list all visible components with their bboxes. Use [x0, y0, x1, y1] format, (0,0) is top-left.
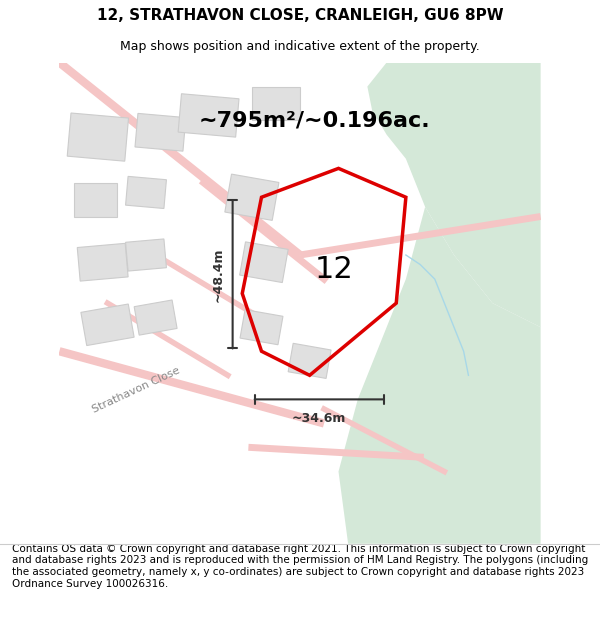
Text: Contains OS data © Crown copyright and database right 2021. This information is : Contains OS data © Crown copyright and d…: [12, 544, 588, 589]
Text: ~48.4m: ~48.4m: [212, 247, 224, 301]
Polygon shape: [81, 304, 134, 346]
Text: 12: 12: [314, 255, 353, 284]
Polygon shape: [240, 309, 283, 345]
Polygon shape: [134, 300, 177, 335]
Polygon shape: [74, 182, 117, 216]
Polygon shape: [252, 86, 300, 120]
Text: ~795m²/~0.196ac.: ~795m²/~0.196ac.: [199, 110, 430, 130]
Polygon shape: [288, 343, 331, 378]
Text: ~34.6m: ~34.6m: [292, 412, 346, 425]
Polygon shape: [367, 62, 541, 328]
Polygon shape: [67, 113, 128, 161]
Polygon shape: [225, 174, 279, 221]
Polygon shape: [125, 239, 166, 271]
Text: 12, STRATHAVON CLOSE, CRANLEIGH, GU6 8PW: 12, STRATHAVON CLOSE, CRANLEIGH, GU6 8PW: [97, 8, 503, 23]
Text: Map shows position and indicative extent of the property.: Map shows position and indicative extent…: [120, 41, 480, 53]
Polygon shape: [125, 176, 166, 209]
Polygon shape: [135, 113, 186, 151]
Polygon shape: [178, 94, 239, 137]
Polygon shape: [239, 242, 288, 282]
Polygon shape: [338, 207, 541, 544]
Text: Strathavon Close: Strathavon Close: [91, 365, 182, 414]
Polygon shape: [77, 243, 128, 281]
